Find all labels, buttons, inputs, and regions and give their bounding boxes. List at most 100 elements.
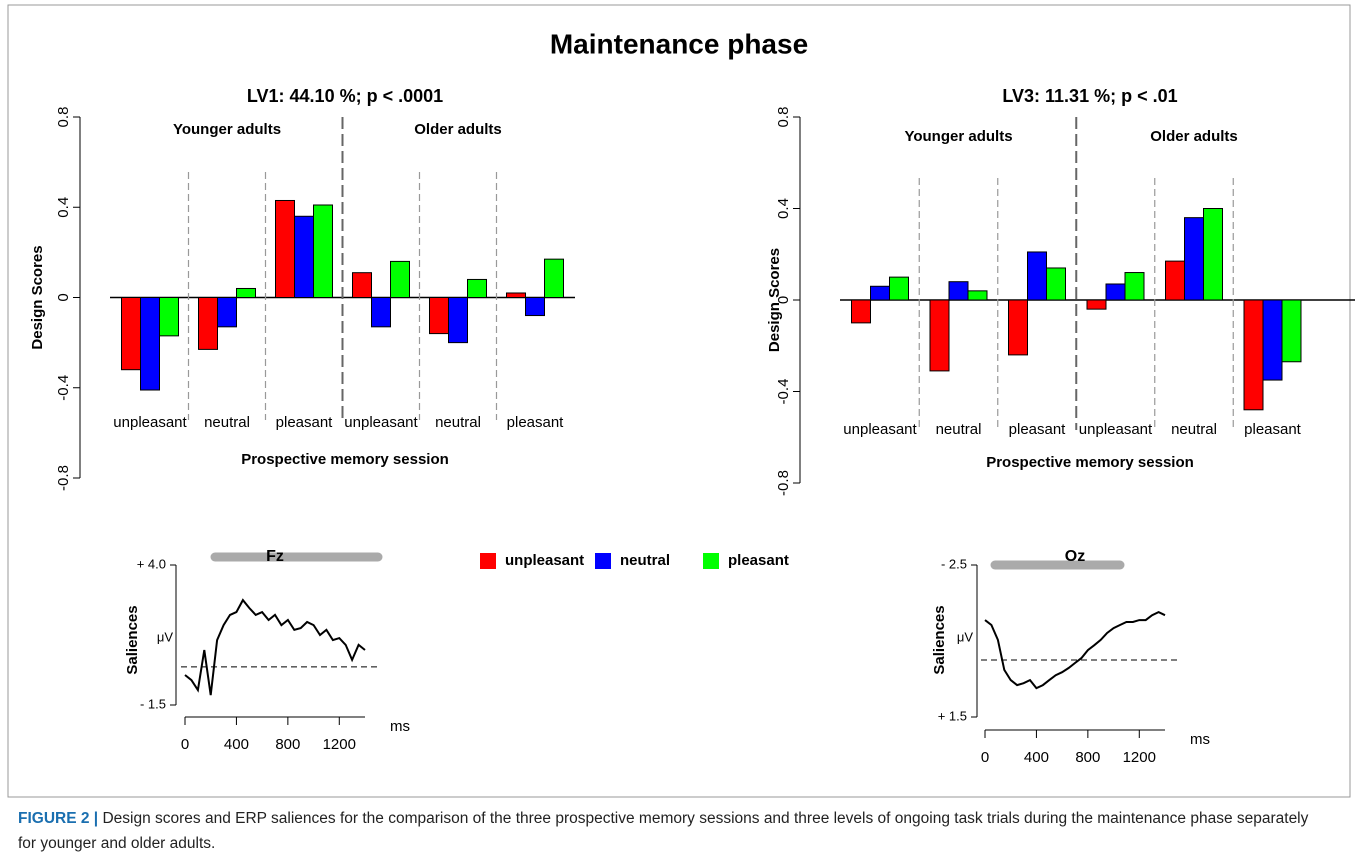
x-tick-label: 1200 — [323, 736, 356, 753]
y-axis-label: Saliences — [124, 605, 141, 674]
y-axis-label: Design Scores — [29, 245, 46, 349]
category-label: unpleasant — [843, 421, 917, 438]
bar — [390, 260, 410, 298]
group-label: Younger adults — [904, 128, 1012, 145]
x-tick-label: 1200 — [1123, 749, 1156, 766]
group-label: Older adults — [1150, 128, 1238, 145]
bar — [1046, 267, 1066, 301]
bar — [525, 297, 545, 317]
y-tick-label: 0.8 — [55, 107, 72, 128]
category-label: pleasant — [1244, 421, 1302, 438]
bar — [1086, 299, 1107, 310]
bar — [1281, 299, 1302, 363]
category-label: unpleasant — [1079, 421, 1153, 438]
x-axis-label: ms — [390, 718, 410, 735]
bar — [506, 292, 526, 298]
x-axis-label: ms — [1190, 731, 1210, 748]
y-tick-label: 0.4 — [775, 198, 792, 219]
bar — [1203, 208, 1223, 301]
y-tick-label: 0.8 — [775, 107, 792, 128]
bar — [948, 281, 969, 301]
y-axis-label: Design Scores — [766, 248, 783, 352]
category-label: unpleasant — [113, 414, 187, 431]
x-tick-label: 0 — [981, 749, 989, 766]
caption-label: FIGURE 2 | — [18, 810, 99, 827]
bar — [870, 285, 890, 301]
bar — [294, 215, 314, 298]
y-unit: μV — [157, 629, 173, 644]
category-label: neutral — [435, 414, 481, 431]
y-tick-label: 0 — [775, 296, 792, 304]
bar — [1243, 299, 1264, 411]
bar — [1008, 299, 1028, 356]
category-label: pleasant — [276, 414, 334, 431]
y-tick-label: 0.4 — [55, 197, 72, 218]
bar — [121, 297, 141, 371]
y-tick-label: -0.4 — [55, 375, 72, 401]
chart-title: Fz — [266, 548, 284, 565]
bar — [352, 272, 372, 298]
bar — [851, 299, 871, 324]
x-axis-label: Prospective memory session — [241, 451, 449, 468]
erp-line — [184, 598, 366, 696]
y-tick-label: -0.8 — [55, 465, 72, 491]
x-tick-label: 0 — [181, 736, 189, 753]
y-tick-label: - 2.5 — [941, 556, 967, 571]
bar — [1027, 251, 1047, 301]
frame — [7, 4, 1351, 798]
bar — [159, 297, 179, 337]
chart-title: LV3: 11.31 %; p < .01 — [1002, 86, 1177, 106]
legend-swatch — [595, 553, 611, 569]
bar — [371, 297, 391, 328]
x-tick-label: 400 — [224, 736, 249, 753]
bar — [1165, 260, 1185, 301]
figure-title: Maintenance phase — [550, 28, 808, 59]
legend-label: unpleasant — [505, 552, 584, 569]
legend-swatch — [480, 553, 496, 569]
bar — [198, 297, 218, 350]
bar — [889, 276, 909, 301]
x-axis-label: Prospective memory session — [986, 454, 1194, 471]
y-tick-label: + 4.0 — [137, 556, 166, 571]
y-unit: μV — [957, 629, 973, 644]
bar — [1105, 283, 1126, 301]
legend-label: neutral — [620, 552, 670, 569]
y-axis-label: Saliences — [931, 605, 948, 674]
x-tick-label: 400 — [1024, 749, 1049, 766]
x-tick-label: 800 — [275, 736, 300, 753]
bar — [429, 297, 449, 335]
bar — [236, 287, 256, 299]
caption: FIGURE 2 | Design scores and ERP salienc… — [18, 806, 1328, 856]
bar — [544, 258, 564, 298]
y-tick-label: -0.8 — [775, 470, 792, 496]
bar — [967, 290, 988, 301]
bar — [140, 297, 160, 391]
chart-title: Oz — [1065, 548, 1085, 565]
category-label: pleasant — [1009, 421, 1067, 438]
category-label: neutral — [204, 414, 250, 431]
bar — [1262, 299, 1283, 381]
group-label: Younger adults — [173, 121, 281, 138]
bar — [313, 204, 333, 298]
bar — [929, 299, 950, 372]
bar — [1124, 272, 1145, 301]
x-tick-label: 800 — [1075, 749, 1100, 766]
legend-swatch — [703, 553, 719, 569]
y-tick-label: -0.4 — [775, 379, 792, 405]
category-label: neutral — [1171, 421, 1217, 438]
bar — [1184, 217, 1204, 301]
category-label: pleasant — [507, 414, 565, 431]
y-tick-label: 0 — [55, 293, 72, 301]
bar — [467, 278, 487, 299]
erp-line — [984, 610, 1166, 690]
chart-title: LV1: 44.10 %; p < .0001 — [247, 86, 443, 106]
caption-text: Design scores and ERP saliences for the … — [18, 810, 1309, 852]
bar — [448, 297, 468, 344]
y-tick-label: - 1.5 — [140, 696, 166, 711]
category-label: neutral — [936, 421, 982, 438]
group-label: Older adults — [414, 121, 502, 138]
bar — [275, 199, 295, 298]
legend-label: pleasant — [728, 552, 789, 569]
